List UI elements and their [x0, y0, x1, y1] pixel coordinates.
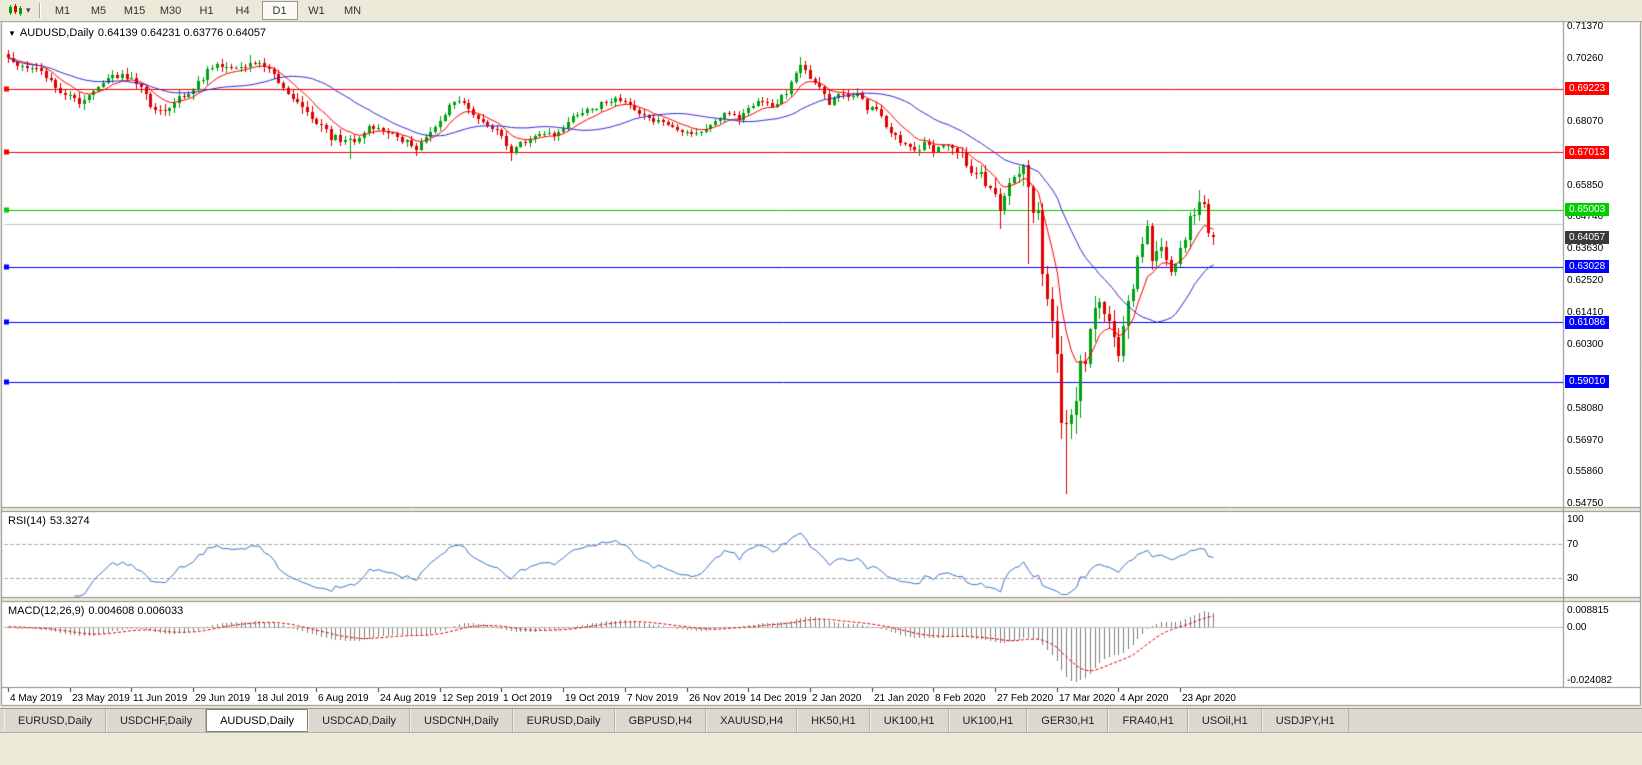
macd-axis-tick-max: 0.008815: [1567, 605, 1609, 616]
timeframe-button-d1[interactable]: D1: [261, 1, 298, 20]
date-axis-label: 21 Jan 2020: [874, 693, 930, 704]
date-axis-label: 2 Jan 2020: [812, 693, 862, 704]
timeframe-button-m30[interactable]: M30: [159, 4, 182, 17]
chart-tab-uk100-h1[interactable]: UK100,H1: [869, 709, 949, 732]
date-axis-label: 23 May 2019: [72, 693, 130, 704]
date-axis-label: 4 May 2019: [10, 693, 63, 704]
macd-label: MACD(12,26,9): [8, 605, 85, 617]
price-axis-tick: 0.71370: [1567, 21, 1604, 33]
price-axis-tick: 0.70260: [1567, 53, 1604, 65]
top-toolbar: ▾ M1 M5 M15 M30 H1 H4 D1 W1 MN: [0, 0, 1642, 22]
price-level-badge: 0.69223: [1565, 82, 1610, 96]
chart-tab-usoil-h1[interactable]: USOil,H1: [1187, 709, 1262, 732]
price-axis-tick: 0.55860: [1567, 466, 1604, 478]
date-axis-label: 14 Dec 2019: [750, 693, 807, 704]
rsi-value: 53.3274: [49, 515, 90, 527]
timeframe-button-m1[interactable]: M1: [54, 4, 71, 17]
chart-tab-eurusd-daily[interactable]: EURUSD,Daily: [512, 709, 615, 732]
price-level-badge: 0.67013: [1565, 145, 1610, 159]
chart-tab-eurusd-daily[interactable]: EURUSD,Daily: [4, 709, 106, 732]
timeframe-button-m15[interactable]: M15: [123, 4, 146, 17]
chart-tab-hk50-h1[interactable]: HK50,H1: [797, 709, 870, 732]
chart-tab-usdjpy-h1[interactable]: USDJPY,H1: [1261, 709, 1349, 732]
date-axis-label: 18 Jul 2019: [257, 693, 309, 704]
chart-tab-bar: EURUSD,Daily USDCHF,Daily AUDUSD,Daily USDC…: [0, 708, 1642, 733]
macd-axis-tick-zero: 0.00: [1567, 621, 1587, 633]
timeframe-button-w1[interactable]: W1: [308, 4, 325, 17]
timeframe-button-group: M1 M5 M15 M30 H1 H4 D1 W1 MN: [45, 1, 371, 20]
price-level-badge: 0.65003: [1565, 203, 1610, 217]
date-axis-label: 19 Oct 2019: [565, 693, 620, 704]
price-axis-tick: 0.68070: [1567, 115, 1604, 127]
chart-type-button[interactable]: ▾: [5, 2, 34, 20]
date-axis-label: 26 Nov 2019: [689, 693, 746, 704]
date-axis-label: 12 Sep 2019: [442, 693, 499, 704]
chart-tab-usdcad-daily[interactable]: USDCAD,Daily: [308, 709, 411, 732]
rsi-title: RSI(14) 53.3274: [8, 515, 94, 527]
chart-tab-ger30-h1[interactable]: GER30,H1: [1027, 709, 1109, 732]
date-axis-label: 27 Feb 2020: [997, 693, 1054, 704]
chart-tab-xauusd-h4[interactable]: XAUUSD,H4: [706, 709, 798, 732]
price-level-badge: 0.61086: [1565, 315, 1610, 329]
rsi-axis-tick: 100: [1567, 513, 1584, 525]
price-axis-tick: 0.64740: [1567, 211, 1604, 223]
price-axis-tick: 0.54750: [1567, 498, 1604, 510]
chart-ohlc-values: 0.64139 0.64231 0.63776 0.64057: [97, 27, 267, 39]
date-axis-label: 17 Mar 2020: [1059, 693, 1116, 704]
date-axis-label: 6 Aug 2019: [318, 693, 369, 704]
price-axis-tick: 0.56970: [1567, 434, 1604, 446]
price-axis-tick: 0.60300: [1567, 338, 1604, 350]
price-axis-tick: 0.58080: [1567, 402, 1604, 414]
price-axis-tick: 0.65850: [1567, 179, 1604, 191]
chart-tab-usdchf-daily[interactable]: USDCHF,Daily: [105, 709, 207, 732]
macd-title: MACD(12,26,9) 0.004608 0.006033: [8, 605, 187, 617]
toolbar-separator: [38, 3, 40, 18]
rsi-axis-tick: 70: [1567, 539, 1579, 551]
price-axis-tick: 0.63630: [1567, 243, 1604, 255]
timeframe-button-m5[interactable]: M5: [90, 4, 107, 17]
chevron-down-icon: ▾: [26, 5, 31, 15]
price-level-badge: 0.63028: [1565, 260, 1610, 274]
date-axis-label: 24 Aug 2019: [380, 693, 437, 704]
date-axis-label: 1 Oct 2019: [503, 693, 552, 704]
chart-dropdown-icon[interactable]: ▼: [8, 29, 16, 38]
rsi-axis-tick: 30: [1567, 572, 1579, 584]
macd-values: 0.004608 0.006033: [88, 605, 184, 617]
date-axis-label: 4 Apr 2020: [1120, 693, 1169, 704]
chart-title: ▼ AUDUSD,Daily 0.64139 0.64231 0.63776 0.6…: [8, 27, 270, 39]
chart-tab-audusd-daily[interactable]: AUDUSD,Daily: [206, 709, 309, 732]
candlestick-chart-icon: [9, 4, 22, 16]
chart-tab-usdcnh-daily[interactable]: USDCNH,Daily: [410, 709, 513, 732]
chart-tab-fra40-h1[interactable]: FRA40,H1: [1108, 709, 1188, 732]
current-price-badge: 0.64057: [1565, 230, 1610, 244]
price-axis-tick: 0.61410: [1567, 307, 1604, 319]
timeframe-button-mn[interactable]: MN: [343, 4, 362, 17]
price-axis-tick: 0.62520: [1567, 275, 1604, 287]
chart-tab-uk100-h1[interactable]: UK100,H1: [948, 709, 1028, 732]
chart-tab-gbpusd-h4[interactable]: GBPUSD,H4: [614, 709, 707, 732]
price-level-badge: 0.59010: [1565, 375, 1610, 389]
macd-axis-tick-min: -0.024082: [1567, 675, 1613, 686]
timeframe-button-h1[interactable]: H1: [199, 4, 214, 17]
date-axis-label: 29 Jun 2019: [195, 693, 251, 704]
date-axis-label: 7 Nov 2019: [627, 693, 679, 704]
rsi-label: RSI(14): [8, 515, 46, 527]
date-axis-label: 8 Feb 2020: [935, 693, 986, 704]
date-axis-label: 11 Jun 2019: [133, 693, 188, 704]
timeframe-button-h4[interactable]: H4: [235, 4, 250, 17]
date-axis-label: 23 Apr 2020: [1182, 693, 1236, 704]
chart-symbol-label: AUDUSD,Daily: [19, 27, 94, 39]
